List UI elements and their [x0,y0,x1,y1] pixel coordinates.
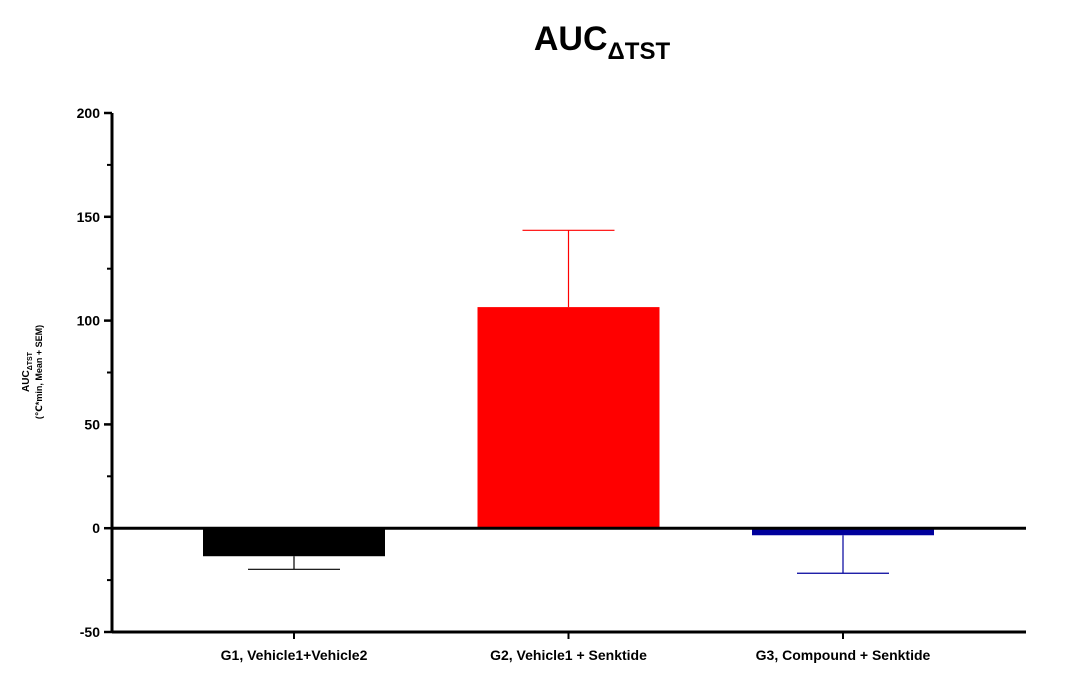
title-main: AUC [534,20,608,58]
y-tick-label: 100 [77,313,101,329]
y-tick-label: 50 [84,416,100,432]
y-tick-label: -50 [80,624,100,640]
title-subscript: ΔTST [608,38,671,65]
y-label-subscript: ΔTST [27,351,34,370]
x-tick-label: G3, Compound + Senktide [756,647,931,663]
y-label-units: (℃*min, Mean + SEM) [34,325,44,419]
y-tick-label: 150 [77,209,101,225]
y-tick-label: 0 [92,520,100,536]
bar [477,307,660,529]
x-tick-label: G2, Vehicle1 + Senktide [490,647,647,663]
bar [752,528,934,536]
chart-title: AUCΔTST [534,20,671,65]
x-tick-label: G1, Vehicle1+Vehicle2 [221,647,368,663]
y-axis-label: AUCΔTST (℃*min, Mean + SEM) [21,325,44,419]
y-tick-label: 200 [77,105,101,121]
y-label-main: AUCΔTST [21,351,34,392]
y-label-text: AUC [21,370,32,392]
bar [203,528,385,557]
